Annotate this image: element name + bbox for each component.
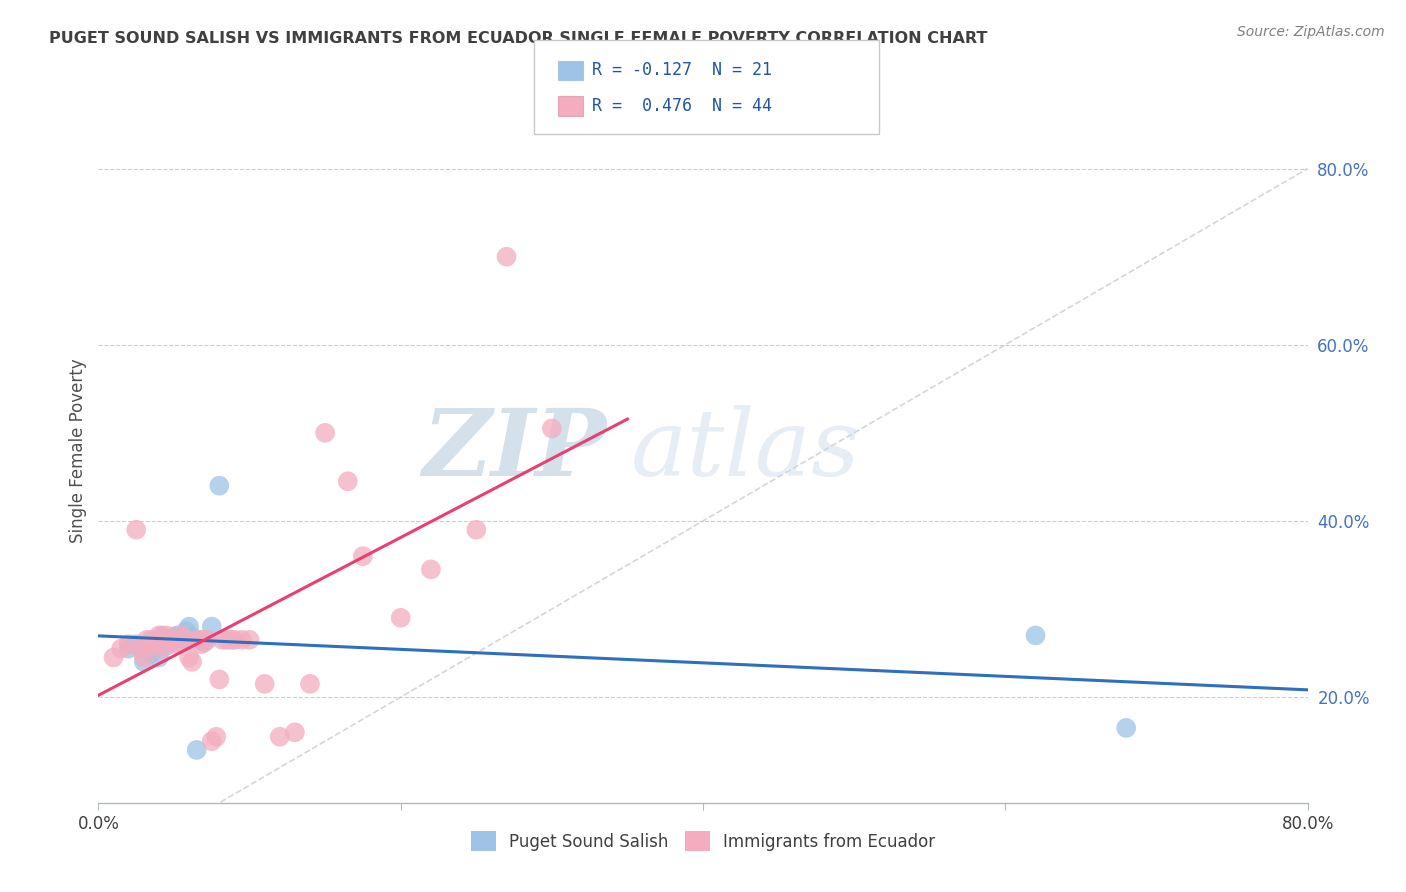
Point: [314, 425, 336, 440]
Point: [148, 628, 170, 642]
Point: [208, 478, 231, 492]
Point: [540, 421, 562, 435]
Point: [181, 655, 204, 669]
Point: [215, 632, 238, 647]
Point: [193, 632, 215, 647]
Point: [141, 632, 163, 647]
Point: [148, 650, 170, 665]
Point: [150, 628, 173, 642]
Point: [181, 630, 204, 644]
Point: [163, 630, 186, 644]
Point: [465, 523, 488, 537]
Point: [135, 632, 157, 647]
Point: [110, 641, 132, 656]
Point: [231, 632, 253, 647]
Point: [389, 611, 412, 625]
Point: [193, 635, 215, 649]
Point: [160, 632, 183, 647]
Point: [201, 734, 224, 748]
Point: [179, 650, 201, 665]
Y-axis label: Single Female Poverty: Single Female Poverty: [69, 359, 87, 542]
Text: PUGET SOUND SALISH VS IMMIGRANTS FROM ECUADOR SINGLE FEMALE POVERTY CORRELATION : PUGET SOUND SALISH VS IMMIGRANTS FROM EC…: [49, 31, 987, 46]
Point: [125, 523, 148, 537]
Point: [1024, 628, 1046, 642]
Point: [155, 628, 177, 642]
Point: [186, 743, 208, 757]
Point: [155, 639, 177, 653]
Text: Source: ZipAtlas.com: Source: ZipAtlas.com: [1237, 25, 1385, 39]
Point: [299, 677, 322, 691]
Point: [103, 650, 125, 665]
Point: [160, 635, 183, 649]
Point: [208, 673, 231, 687]
Text: ZIP: ZIP: [422, 406, 606, 495]
Point: [201, 619, 224, 633]
Point: [1115, 721, 1137, 735]
Point: [205, 730, 228, 744]
Point: [129, 641, 152, 656]
Point: [174, 632, 197, 647]
Point: [118, 637, 141, 651]
Point: [145, 637, 167, 651]
Point: [179, 619, 201, 633]
Point: [170, 628, 193, 642]
Text: atlas: atlas: [630, 406, 860, 495]
Point: [239, 632, 262, 647]
Point: [284, 725, 307, 739]
Point: [195, 632, 218, 647]
Point: [125, 637, 148, 651]
Point: [336, 475, 359, 489]
Point: [269, 730, 291, 744]
Point: [166, 637, 188, 651]
Point: [211, 632, 233, 647]
Point: [221, 632, 243, 647]
Point: [253, 677, 276, 691]
Point: [163, 632, 186, 647]
Point: [352, 549, 374, 564]
Point: [174, 624, 197, 638]
Legend: Puget Sound Salish, Immigrants from Ecuador: Puget Sound Salish, Immigrants from Ecua…: [464, 824, 942, 858]
Text: R = -0.127  N = 21: R = -0.127 N = 21: [592, 62, 772, 79]
Point: [190, 632, 212, 647]
Point: [495, 250, 517, 264]
Point: [190, 637, 212, 651]
Point: [224, 632, 246, 647]
Point: [420, 562, 443, 576]
Point: [141, 646, 163, 660]
Text: R =  0.476  N = 44: R = 0.476 N = 44: [592, 97, 772, 115]
Point: [186, 632, 208, 647]
Point: [132, 655, 155, 669]
Point: [132, 650, 155, 665]
Point: [150, 641, 173, 656]
Point: [170, 635, 193, 649]
Point: [166, 628, 188, 642]
Point: [118, 641, 141, 656]
